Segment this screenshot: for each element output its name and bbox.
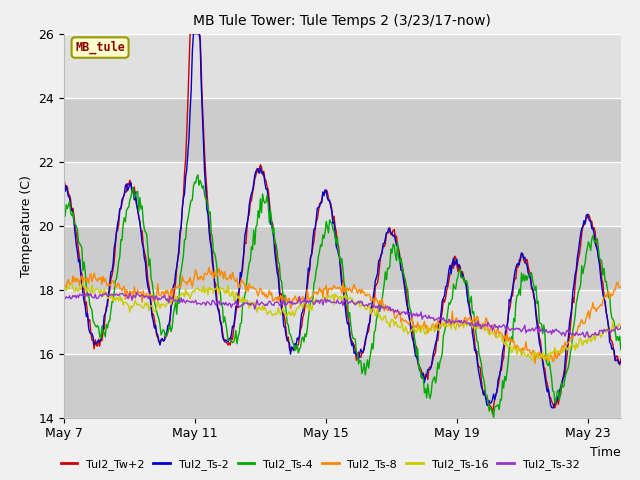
Tul2_Ts-2 (518, 250, 525, 256)
Tul2_Ts-8 (531, 361, 539, 367)
Tul2_Ts-8 (60, 281, 68, 287)
Tul2_Ts-2 (189, 31, 197, 36)
Bar (64, 34, 621, 97)
Tul2_Tw+2 (393, 233, 401, 239)
Bar (64, 289, 621, 354)
Tul2_Ts-4 (362, 364, 370, 370)
Tul2_Tw+2 (362, 332, 370, 338)
Legend: Tul2_Tw+2, Tul2_Ts-2, Tul2_Ts-4, Tul2_Ts-8, Tul2_Ts-16, Tul2_Ts-32: Tul2_Tw+2, Tul2_Ts-2, Tul2_Ts-4, Tul2_Ts… (56, 455, 584, 474)
Line: Tul2_Ts-8: Tul2_Ts-8 (64, 267, 621, 364)
Bar (64, 226, 621, 289)
Tul2_Ts-2 (606, 339, 614, 345)
Tul2_Ts-4 (606, 292, 614, 298)
Tul2_Ts-4 (60, 207, 68, 213)
Bar (64, 97, 621, 162)
Tul2_Ts-16 (329, 292, 337, 298)
Tul2_Ts-4 (617, 347, 625, 352)
Tul2_Ts-16 (362, 306, 370, 312)
Tul2_Ts-16 (518, 353, 525, 359)
Tul2_Ts-32 (606, 328, 614, 334)
Tul2_Ts-16 (545, 358, 553, 363)
Y-axis label: Temperature (C): Temperature (C) (20, 175, 33, 276)
Text: MB_tule: MB_tule (75, 41, 125, 54)
Tul2_Ts-32 (617, 324, 625, 330)
Tul2_Ts-4 (490, 415, 497, 420)
Tul2_Ts-32 (329, 300, 337, 305)
Tul2_Ts-16 (60, 287, 68, 292)
Tul2_Ts-16 (393, 320, 401, 325)
Tul2_Ts-32 (60, 295, 68, 301)
Tul2_Ts-8 (393, 315, 401, 321)
Tul2_Ts-32 (132, 289, 140, 295)
Tul2_Ts-2 (326, 197, 333, 203)
Tul2_Ts-16 (617, 323, 625, 329)
Tul2_Ts-16 (326, 294, 333, 300)
Tul2_Ts-2 (393, 242, 401, 248)
Line: Tul2_Ts-4: Tul2_Ts-4 (64, 175, 621, 418)
Tul2_Ts-2 (549, 405, 557, 411)
Tul2_Ts-8 (606, 296, 614, 301)
Tul2_Tw+2 (329, 217, 337, 223)
Tul2_Tw+2 (488, 410, 496, 416)
Tul2_Ts-8 (617, 284, 625, 290)
Tul2_Ts-8 (362, 293, 370, 299)
Tul2_Ts-4 (329, 227, 337, 232)
Tul2_Ts-32 (581, 334, 589, 340)
Tul2_Tw+2 (60, 176, 68, 181)
Tul2_Ts-2 (60, 177, 68, 182)
Tul2_Tw+2 (617, 356, 625, 362)
Tul2_Ts-32 (362, 302, 370, 308)
Tul2_Ts-16 (79, 279, 87, 285)
Bar (64, 162, 621, 226)
Tul2_Tw+2 (606, 329, 614, 335)
Tul2_Ts-4 (326, 217, 333, 223)
Tul2_Ts-2 (329, 221, 337, 227)
Tul2_Ts-8 (326, 286, 333, 292)
Tul2_Ts-4 (519, 278, 527, 284)
Line: Tul2_Ts-16: Tul2_Ts-16 (64, 282, 621, 360)
Tul2_Tw+2 (519, 251, 527, 256)
Line: Tul2_Ts-32: Tul2_Ts-32 (64, 292, 621, 337)
Tul2_Ts-32 (326, 297, 333, 303)
Tul2_Tw+2 (326, 199, 333, 205)
X-axis label: Time: Time (590, 446, 621, 459)
Line: Tul2_Tw+2: Tul2_Tw+2 (64, 34, 621, 413)
Tul2_Ts-8 (518, 350, 525, 356)
Tul2_Ts-2 (362, 334, 370, 339)
Tul2_Ts-32 (393, 309, 401, 315)
Line: Tul2_Ts-2: Tul2_Ts-2 (64, 34, 621, 408)
Tul2_Ts-8 (205, 264, 213, 270)
Title: MB Tule Tower: Tule Temps 2 (3/23/17-now): MB Tule Tower: Tule Temps 2 (3/23/17-now… (193, 14, 492, 28)
Tul2_Ts-4 (393, 258, 401, 264)
Bar (64, 354, 621, 418)
Tul2_Ts-8 (329, 284, 337, 290)
Tul2_Ts-2 (617, 359, 625, 365)
Tul2_Tw+2 (188, 31, 195, 36)
Tul2_Ts-16 (606, 328, 614, 334)
Tul2_Ts-32 (518, 329, 525, 335)
Tul2_Ts-4 (194, 172, 202, 178)
